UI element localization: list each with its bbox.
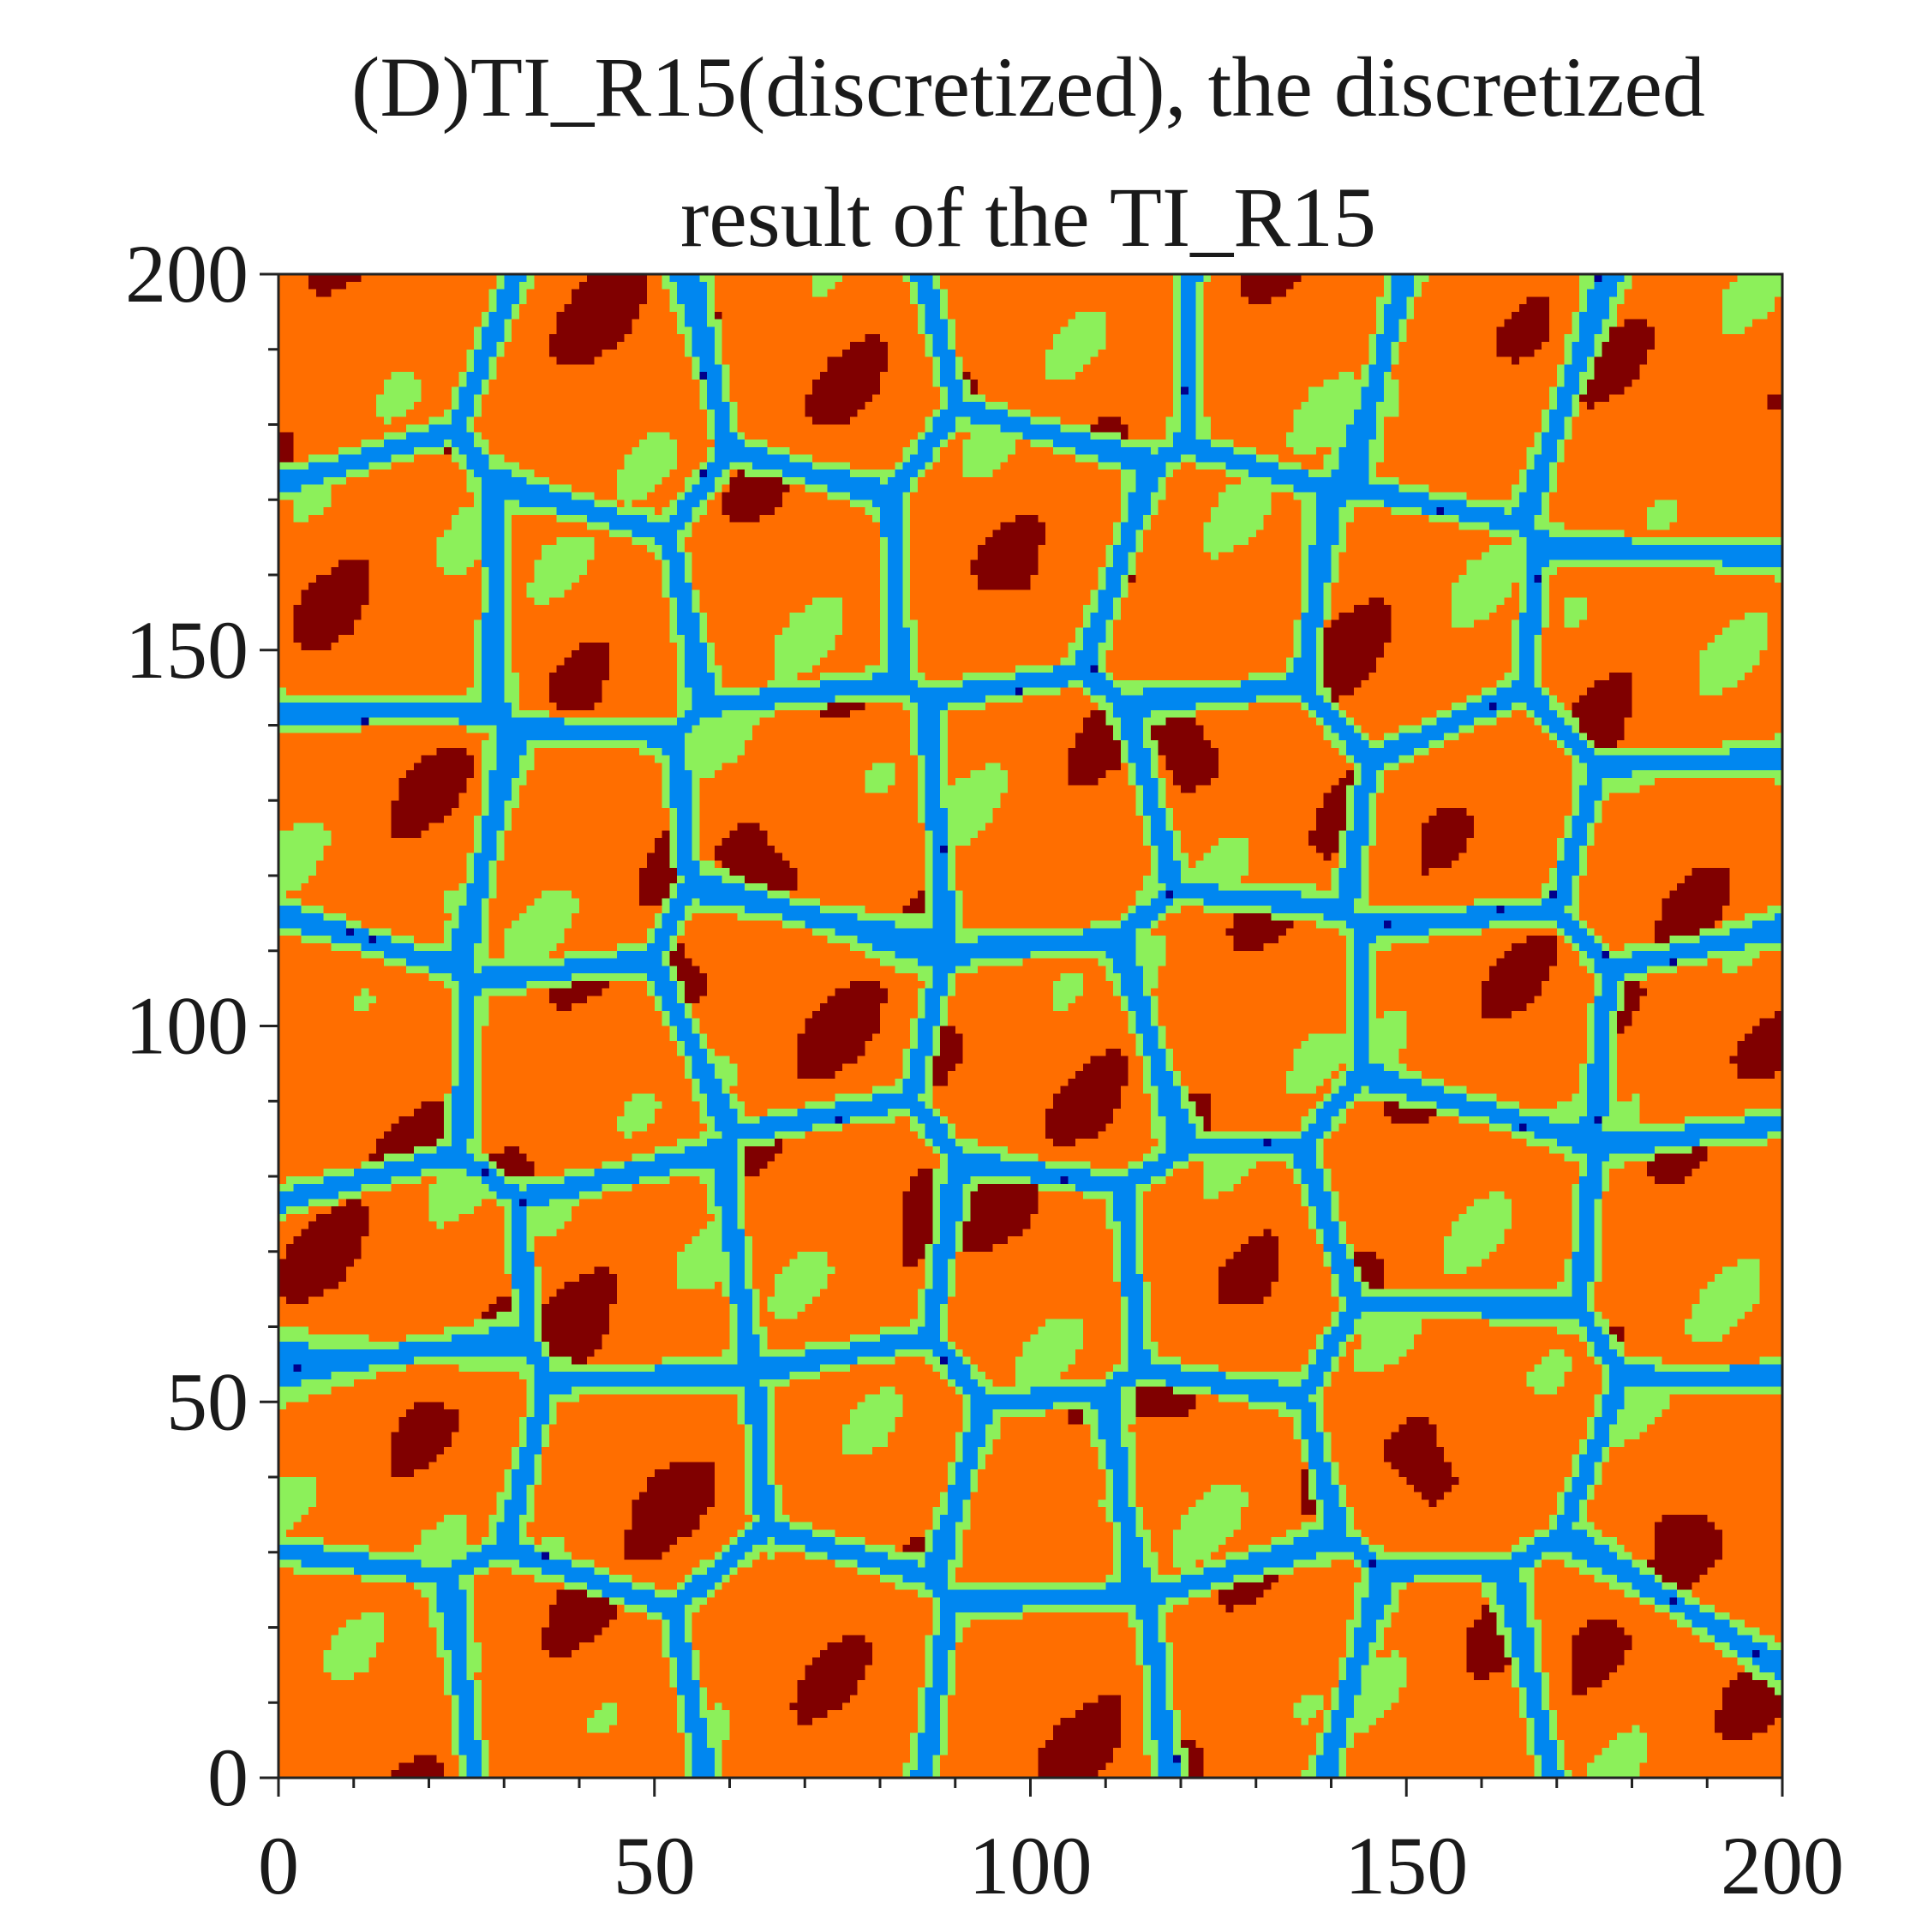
- y-tick-label: 200: [125, 228, 248, 320]
- chart-title-line-2: result of the TI_R15: [680, 170, 1376, 265]
- x-tick-label: 150: [1344, 1820, 1468, 1911]
- heatmap-image: [278, 274, 1782, 1778]
- y-tick-label: 150: [125, 604, 248, 696]
- x-tick-label: 100: [969, 1820, 1093, 1911]
- x-tick-label: 50: [614, 1820, 696, 1911]
- axis-ticks: 0 50 100 150 200 0 50 100 150 200: [125, 228, 1844, 1911]
- x-tick-label: 200: [1721, 1820, 1844, 1911]
- heatmap-raster: [278, 274, 1782, 1778]
- y-tick-label: 100: [125, 980, 248, 1072]
- y-tick-label: 50: [166, 1355, 248, 1447]
- chart-title-line-1: (D)TI_R15(discretized), the discretized: [351, 39, 1705, 135]
- y-tick-label: 0: [207, 1732, 248, 1823]
- x-tick-label: 0: [258, 1820, 299, 1911]
